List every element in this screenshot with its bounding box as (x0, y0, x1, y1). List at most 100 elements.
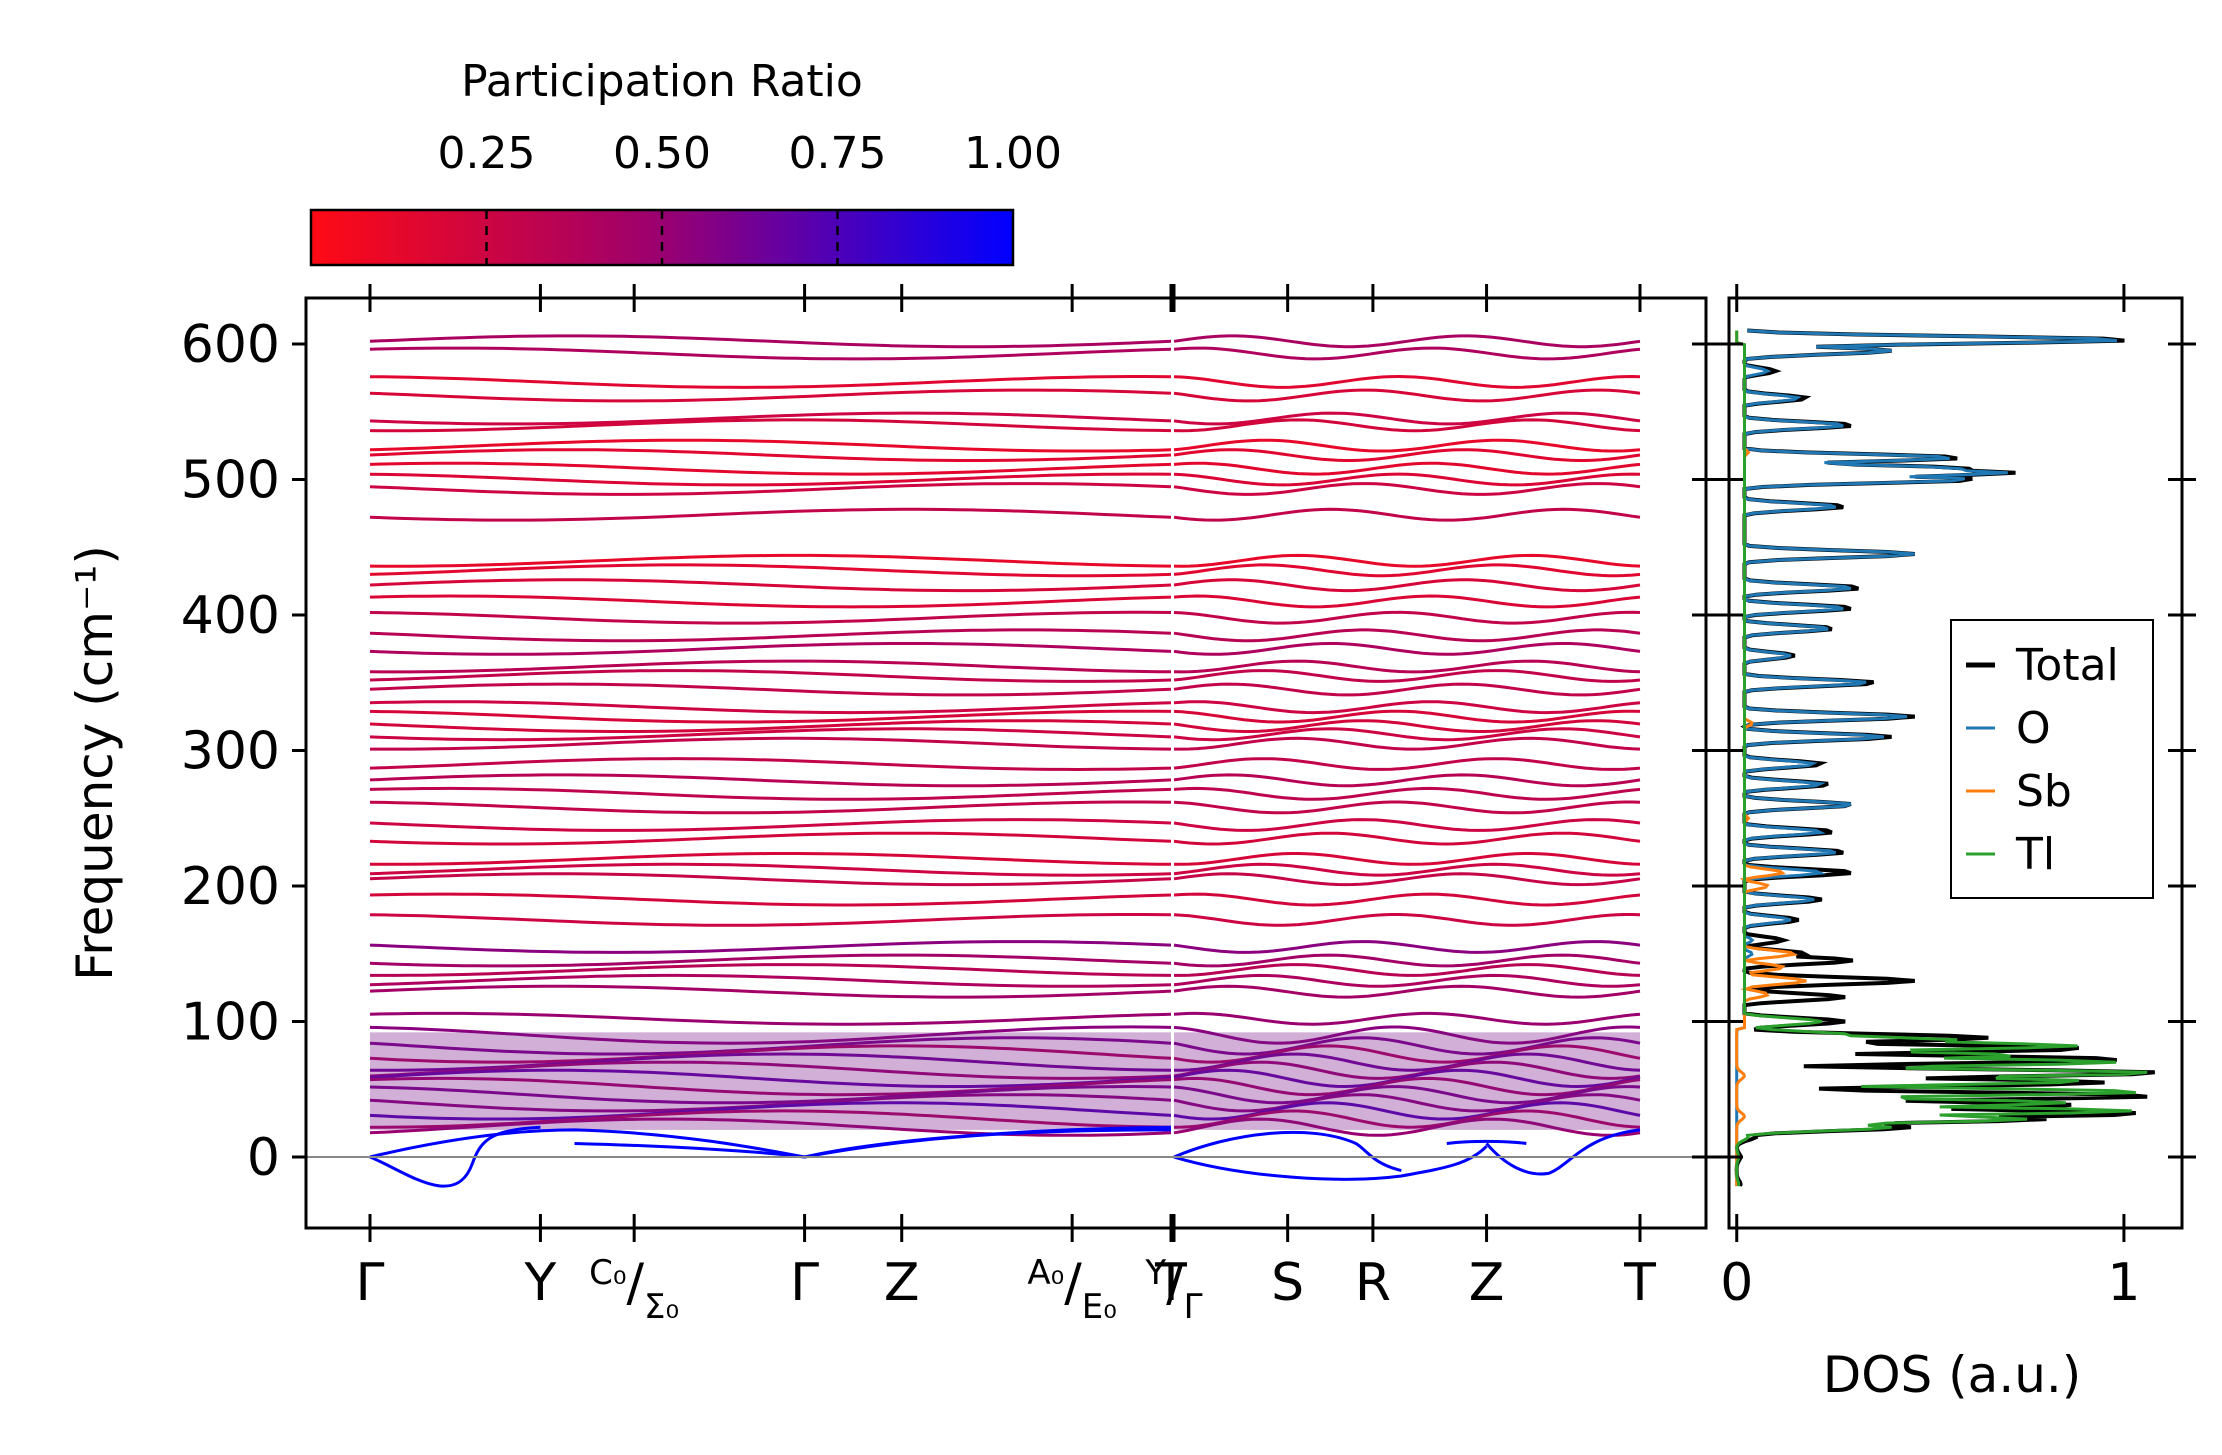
dos-y-ticks (1715, 342, 2196, 1159)
band-line (369, 628, 1172, 643)
band-line (369, 507, 1172, 522)
band-line (369, 913, 1172, 927)
dos-x-axis-label: DOS (a.u.) (1823, 1346, 2082, 1404)
acoustic-branch (369, 1128, 805, 1159)
band-line (1173, 1011, 1641, 1026)
band-line (369, 892, 1172, 907)
band-line (1173, 818, 1641, 832)
band-line (1173, 507, 1641, 522)
acoustic-branch (1173, 1130, 1402, 1173)
band-line (369, 973, 1172, 988)
band-line (369, 709, 1172, 724)
acoustic-branch (804, 1128, 1172, 1159)
band-line (1173, 669, 1641, 683)
colorbar-tick-label: 0.50 (613, 128, 711, 179)
low-frequency-band-region (370, 1032, 1171, 1130)
band-line (369, 472, 1172, 487)
band-line (1173, 628, 1641, 643)
band-line (369, 563, 1172, 578)
band-line (1173, 727, 1641, 742)
band-line (369, 461, 1172, 476)
acoustic-branch (1446, 1139, 1527, 1145)
x-tick-label: Y (524, 1253, 557, 1313)
band-line (1173, 800, 1641, 815)
band-line (369, 346, 1172, 361)
colorbar-tick-labels: 0.25 0.50 0.75 1.00 (438, 128, 1062, 179)
band-line (369, 1084, 1172, 1105)
dos-lines (1734, 328, 2155, 1187)
band-line (1174, 852, 1641, 866)
band-line (369, 1044, 1172, 1064)
band-line (1173, 482, 1641, 496)
band-line (370, 963, 1172, 977)
band-line (1173, 346, 1641, 361)
band-line (369, 1011, 1172, 1026)
y-tick-label: 0 (247, 1128, 280, 1188)
y-tick-label: 100 (181, 993, 280, 1053)
x-tick-label: Γ (356, 1253, 385, 1313)
colorbar-label-text: Participation Ratio (461, 56, 863, 107)
band-line (369, 1060, 1172, 1080)
band-line (369, 482, 1172, 496)
band-line (1173, 773, 1641, 788)
band-line (369, 375, 1172, 389)
band-line (369, 727, 1172, 742)
band-line (369, 953, 1172, 968)
band-line (1173, 1109, 1641, 1129)
band-line (1173, 461, 1641, 476)
band-line (369, 594, 1172, 609)
y-tick-label: 300 (181, 722, 280, 782)
band-axes-frame (304, 296, 1708, 1230)
colorbar-tick-label: 1.00 (964, 128, 1062, 179)
band-line (1173, 1093, 1641, 1113)
band-line (369, 773, 1172, 788)
x-tick-label: S (1271, 1253, 1304, 1313)
band-line (1173, 973, 1641, 988)
band-line (1173, 1076, 1641, 1097)
band-line (369, 862, 1172, 877)
band-line (1173, 411, 1641, 426)
y-tick-label: 200 (181, 857, 280, 917)
x-tick-label: Y/Γ (1144, 1253, 1202, 1327)
y-tick-label: 400 (181, 586, 280, 646)
band-line (1174, 736, 1641, 751)
dos-series-tl (1735, 330, 2148, 1187)
band-line (369, 940, 1172, 954)
band-line (1173, 709, 1641, 724)
band-line (1173, 594, 1641, 609)
acoustic-branch (1173, 1145, 1488, 1181)
band-line (1173, 610, 1641, 625)
x-tick-label: T (1154, 1253, 1187, 1313)
band-line (1173, 1068, 1641, 1089)
colorbar: Participation Ratio 0.25 0.50 0.75 1.00 (309, 56, 1062, 267)
x-tick-label: A₀/E₀ (1027, 1253, 1117, 1327)
band-line (369, 642, 1172, 656)
band-line (369, 786, 1172, 801)
band-y-axis: 0 100 200 300 400 500 600 (181, 315, 1720, 1188)
legend: Total O Sb Tl (1950, 619, 2154, 899)
band-line (1173, 659, 1641, 674)
x-tick-label: Z (1469, 1253, 1505, 1313)
band-line (369, 1068, 1172, 1088)
band-line (1173, 578, 1641, 593)
x-tick-label: C₀/Σ₀ (589, 1253, 679, 1327)
band-line (1173, 862, 1641, 877)
band-line (369, 1101, 1172, 1121)
x-tick-label: T (1623, 1253, 1656, 1313)
x-tick-label: Z (884, 1253, 920, 1313)
band-line (1173, 472, 1641, 487)
band-line (369, 719, 1172, 733)
band-line (369, 818, 1172, 832)
band-line (369, 1076, 1172, 1097)
band-line (369, 388, 1172, 403)
band-line (1173, 719, 1641, 733)
band-line (370, 736, 1172, 751)
band-line (1173, 448, 1641, 462)
legend-label: Sb (2016, 766, 2072, 817)
band-line (1174, 963, 1641, 977)
band-line (369, 872, 1172, 887)
band-line (369, 610, 1172, 625)
